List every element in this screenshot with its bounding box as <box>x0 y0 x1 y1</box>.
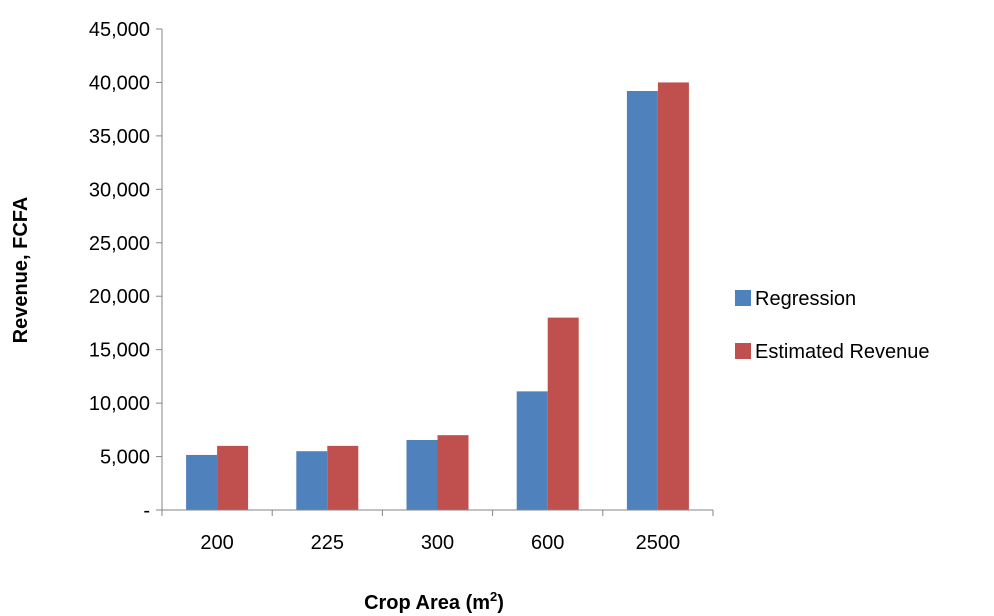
y-tick-label: 30,000 <box>89 179 150 201</box>
x-axis-ticks: 200 225 300 600 2500 <box>161 510 714 554</box>
x-tick-label: 200 <box>200 532 233 554</box>
bar-regression-225 <box>296 451 328 510</box>
x-axis-title-superscript: 2 <box>490 589 497 604</box>
bar-estimated-revenue-225 <box>327 445 359 510</box>
bar-regression-600 <box>516 391 548 510</box>
x-tick-label: 600 <box>531 532 564 554</box>
y-tick-label: 5,000 <box>100 447 150 469</box>
bar-estimated-revenue-300 <box>437 435 469 510</box>
y-axis-title: Revenue, FCFA <box>10 197 32 344</box>
y-tick-label: 15,000 <box>89 340 150 362</box>
bar-marks <box>186 82 689 511</box>
y-tick-label: 40,000 <box>89 72 150 94</box>
x-tick-label: 225 <box>311 532 344 554</box>
bar-regression-200 <box>186 454 218 510</box>
legend-label-regression: Regression <box>755 288 856 310</box>
y-tick-label: 45,000 <box>89 19 150 41</box>
y-axis-ticks: - 5,000 10,000 15,000 20,000 25,000 30,000 35,0… <box>89 19 162 522</box>
y-tick-label: 20,000 <box>89 286 150 308</box>
bar-estimated-revenue-2500 <box>657 82 689 510</box>
legend-label-estimated-revenue: Estimated Revenue <box>755 341 930 363</box>
bar-estimated-revenue-600 <box>547 317 579 510</box>
y-tick-label: 25,000 <box>89 233 150 255</box>
chart-legend: Regression Estimated Revenue <box>735 288 930 363</box>
bar-regression-300 <box>406 439 438 510</box>
legend-swatch-regression <box>735 290 751 306</box>
x-axis-title-main: Crop Area (m <box>364 592 490 614</box>
x-axis-title: Crop Area (m2) <box>364 589 504 614</box>
x-tick-label: 300 <box>421 532 454 554</box>
y-tick-label: 35,000 <box>89 126 150 148</box>
x-axis-title-suffix: ) <box>497 592 504 614</box>
x-tick-label: 2500 <box>636 532 681 554</box>
y-tick-label: - <box>143 500 150 522</box>
y-tick-label: 10,000 <box>89 393 150 415</box>
legend-swatch-estimated-revenue <box>735 343 751 359</box>
bar-regression-2500 <box>626 90 658 511</box>
bar-estimated-revenue-200 <box>217 445 249 510</box>
